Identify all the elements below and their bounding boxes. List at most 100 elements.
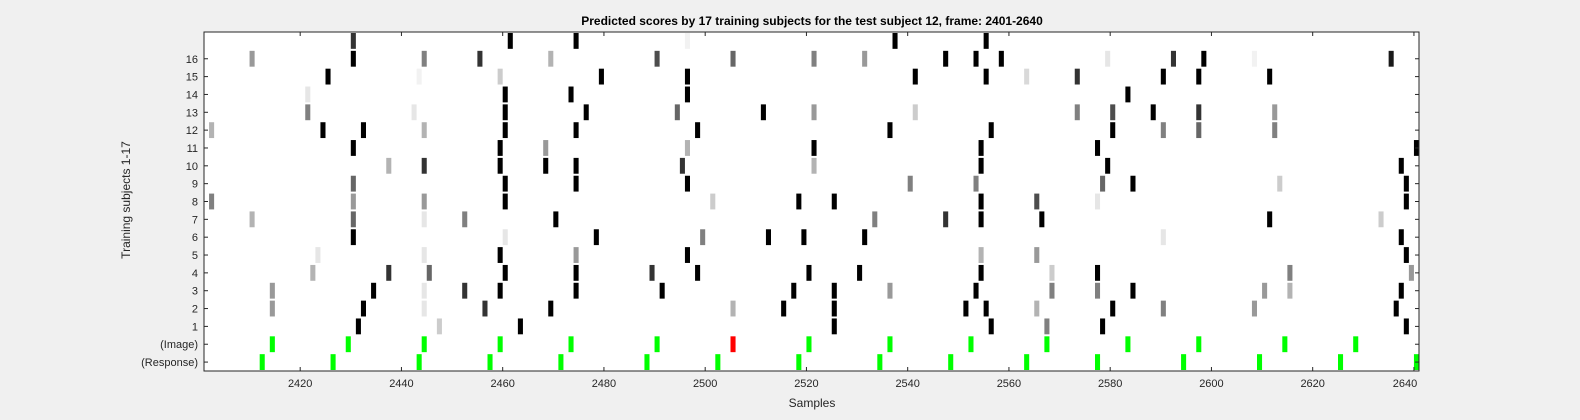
- y-tick-label: 12: [186, 125, 198, 137]
- subject-17-mark: [573, 33, 579, 49]
- subject-2-mark: [781, 300, 787, 317]
- x-tick-label: 2440: [389, 378, 413, 390]
- subject-4-mark: [806, 264, 812, 281]
- subject-15-mark: [598, 68, 604, 85]
- subject-10-mark: [811, 157, 817, 174]
- subject-3-mark: [371, 282, 377, 299]
- subject-16-mark: [1170, 50, 1176, 67]
- subject-13-mark: [502, 104, 508, 121]
- subject-1-mark: [831, 318, 837, 335]
- subject-11-mark: [1095, 140, 1101, 156]
- y-tick-label: 8: [192, 197, 198, 209]
- subject-5-mark: [1403, 247, 1409, 263]
- subject-16-mark: [730, 50, 736, 67]
- y-tick-label: 11: [187, 143, 198, 155]
- response-mark: [1024, 354, 1030, 370]
- subject-13-mark: [811, 104, 817, 121]
- image-mark: [269, 336, 275, 353]
- subject-4-mark: [1095, 264, 1101, 281]
- image-mark: [568, 336, 574, 353]
- subject-15-mark: [684, 68, 690, 85]
- subject-10-mark: [573, 157, 579, 174]
- subject-11-mark: [811, 140, 817, 156]
- subject-3-mark: [1049, 282, 1055, 299]
- subject-14-mark: [1125, 86, 1131, 103]
- plot-area: [204, 32, 1419, 371]
- y-tick-label: 13: [186, 107, 198, 119]
- subject-1-mark: [355, 318, 361, 335]
- subject-7-mark: [1039, 211, 1045, 228]
- image-mark: [421, 336, 427, 353]
- subject-8-mark: [350, 193, 356, 210]
- subject-12-mark: [360, 122, 366, 139]
- subject-15-mark: [1267, 68, 1273, 85]
- subject-4-mark: [1408, 264, 1414, 281]
- subject-7-mark: [978, 211, 984, 228]
- subject-15-mark: [983, 68, 989, 85]
- response-mark: [1181, 354, 1187, 370]
- subject-7-mark: [943, 211, 949, 228]
- subject-16-mark: [811, 50, 817, 67]
- subject-15-mark: [1196, 68, 1202, 85]
- subject-3-mark: [887, 282, 893, 299]
- subject-5-mark: [978, 247, 984, 263]
- subject-8-mark: [831, 193, 837, 210]
- subject-3-mark: [659, 282, 665, 299]
- y-tick-label: 3: [192, 286, 198, 298]
- subject-2-mark: [1393, 300, 1399, 317]
- subject-9-mark: [1130, 175, 1136, 192]
- subject-15-mark: [325, 68, 331, 85]
- subject-10-mark: [497, 157, 503, 174]
- subject-12-mark: [1196, 122, 1202, 139]
- y-tick-label: 16: [186, 54, 198, 66]
- image-mark: [654, 336, 660, 353]
- y-tick-label: 14: [186, 89, 198, 101]
- response-mark: [259, 354, 265, 370]
- subject-16-mark: [1388, 50, 1394, 67]
- subject-16-mark: [421, 50, 427, 67]
- subject-2-mark: [983, 300, 989, 317]
- subject-1-mark: [1100, 318, 1106, 335]
- image-mark: [887, 336, 893, 353]
- subject-12-mark: [695, 122, 701, 139]
- subject-6-mark: [593, 229, 599, 246]
- subject-9-mark: [1100, 175, 1106, 192]
- plot-border: [203, 31, 1420, 372]
- subject-1-mark: [517, 318, 523, 335]
- response-mark: [558, 354, 564, 370]
- subject-13-mark: [1150, 104, 1156, 121]
- subject-14-mark: [568, 86, 574, 103]
- subject-4-mark: [978, 264, 984, 281]
- subject-13-mark: [1074, 104, 1080, 121]
- subject-3-mark: [1398, 282, 1404, 299]
- response-mark: [1257, 354, 1263, 370]
- x-tick-label: 2460: [490, 378, 514, 390]
- y-tick-label: (Response): [141, 357, 198, 369]
- x-tick-label: 2640: [1393, 378, 1417, 390]
- subject-3-mark: [421, 282, 427, 299]
- response-mark: [796, 354, 802, 370]
- subject-4-mark: [649, 264, 655, 281]
- subject-16-mark: [943, 50, 949, 67]
- subject-9-mark: [684, 175, 690, 192]
- subject-17-mark: [684, 33, 690, 49]
- subject-2-mark: [548, 300, 554, 317]
- subject-1-mark: [1044, 318, 1050, 335]
- subject-8-mark: [978, 193, 984, 210]
- image-mark: [806, 336, 812, 353]
- response-mark: [948, 354, 954, 370]
- subject-11-mark: [684, 140, 690, 156]
- subject-16-mark: [998, 50, 1004, 67]
- image-mark: [345, 336, 351, 353]
- subject-9-mark: [973, 175, 979, 192]
- subject-8-mark: [710, 193, 716, 210]
- subject-10-mark: [543, 157, 549, 174]
- subject-3-mark: [831, 282, 837, 299]
- subject-13-mark: [674, 104, 680, 121]
- subject-10-mark: [1105, 157, 1111, 174]
- subject-17-mark: [350, 33, 356, 49]
- subject-17-mark: [892, 33, 898, 49]
- x-tick-label: 2580: [1098, 378, 1122, 390]
- subject-5-mark: [497, 247, 503, 263]
- subject-12-mark: [320, 122, 326, 139]
